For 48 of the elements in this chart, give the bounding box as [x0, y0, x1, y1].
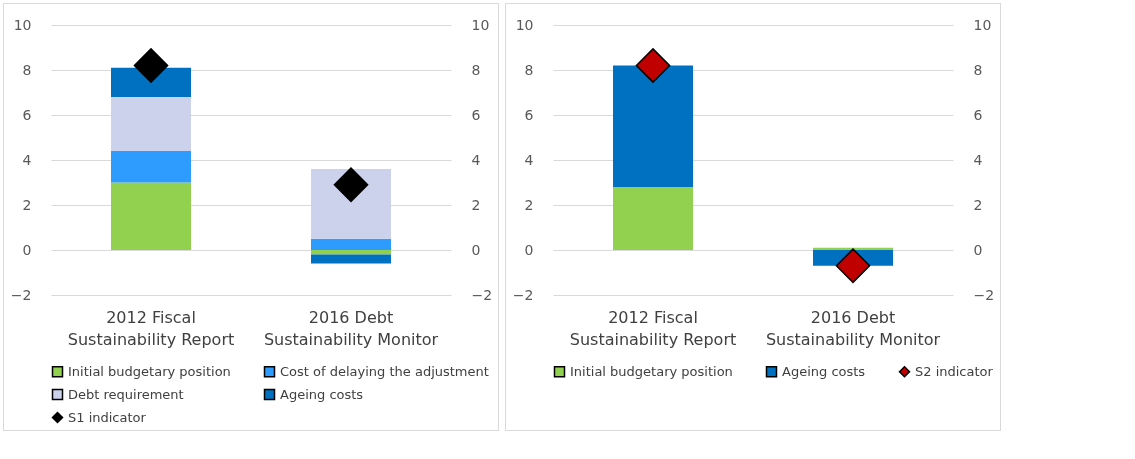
- legend-label: S1 indicator: [68, 409, 147, 425]
- y2-tick-label: 8: [973, 61, 983, 78]
- y2-tick-label: 10: [973, 16, 992, 33]
- y-tick-label: 0: [22, 241, 32, 258]
- y-tick-label: −2: [512, 286, 534, 303]
- legend-label: Cost of delaying the adjustment: [280, 363, 489, 379]
- bar: [111, 97, 191, 151]
- y-tick-label: 8: [22, 61, 32, 78]
- y-tick-label: 4: [524, 151, 534, 168]
- y2-tick-label: 6: [471, 106, 481, 123]
- y2-tick-label: 0: [973, 241, 983, 258]
- bar: [111, 151, 191, 183]
- x-tick-label: 2012 Fiscal Sustainability Report: [67, 307, 235, 349]
- y2-tick-label: −2: [973, 286, 995, 303]
- y2-tick-label: −2: [471, 286, 493, 303]
- y-tick-label: −2: [10, 286, 32, 303]
- y2-tick-label: 8: [471, 61, 481, 78]
- legend-label: Ageing costs: [782, 363, 866, 379]
- y2-tick-label: 6: [973, 106, 983, 123]
- y-tick-label: 10: [515, 16, 534, 33]
- y-tick-label: 6: [22, 106, 32, 123]
- y-tick-label: 2: [524, 196, 534, 213]
- y-tick-label: 0: [524, 241, 534, 258]
- bar: [111, 182, 191, 250]
- y2-tick-label: 2: [471, 196, 481, 213]
- y-tick-label: 2: [22, 196, 32, 213]
- y2-tick-label: 4: [973, 151, 983, 168]
- y2-tick-label: 4: [471, 151, 481, 168]
- bar: [613, 187, 693, 250]
- y2-tick-label: 10: [471, 16, 490, 33]
- legend-label: Ageing costs: [280, 386, 364, 402]
- x-tick-label: 2016 Debt Sustainability Monitor: [765, 307, 941, 349]
- bar: [311, 238, 391, 250]
- y2-tick-label: 2: [973, 196, 983, 213]
- x-tick-label: 2016 Debt Sustainability Monitor: [263, 307, 439, 349]
- bar: [311, 250, 391, 255]
- y2-tick-label: 0: [471, 241, 481, 258]
- y-tick-label: 8: [524, 61, 534, 78]
- legend-label: Initial budgetary position: [68, 363, 231, 379]
- legend-label: S2 indicator: [915, 363, 994, 379]
- legend-label: Initial budgetary position: [570, 363, 733, 379]
- x-tick-label: 2012 Fiscal Sustainability Report: [569, 307, 737, 349]
- bar: [311, 254, 391, 264]
- y-tick-label: 6: [524, 106, 534, 123]
- legend-label: Debt requirement: [68, 386, 184, 402]
- y-tick-label: 10: [13, 16, 32, 33]
- y-tick-label: 4: [22, 151, 32, 168]
- bar: [613, 65, 693, 187]
